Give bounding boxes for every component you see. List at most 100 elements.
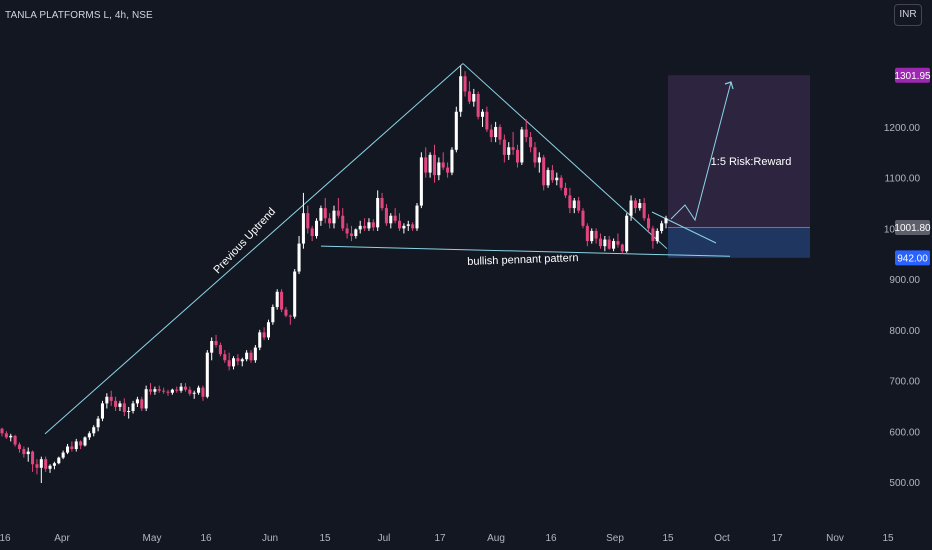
projection-up-path[interactable] [670,81,732,222]
candle[interactable] [0,427,4,437]
profit-zone[interactable] [668,75,810,228]
candle[interactable] [70,441,74,452]
candle[interactable] [323,197,327,224]
candle[interactable] [314,218,319,239]
candle[interactable] [349,225,354,242]
candle[interactable] [341,208,345,231]
candle[interactable] [275,289,279,310]
candle[interactable] [638,198,642,211]
candle[interactable] [598,233,603,249]
candle[interactable] [83,436,87,447]
candle[interactable] [253,345,257,363]
candle[interactable] [520,126,524,165]
candle[interactable] [197,385,201,395]
candle[interactable] [44,456,48,472]
projection-down-line[interactable] [651,211,717,244]
candle[interactable] [280,289,284,313]
candle[interactable] [655,228,659,244]
candle[interactable] [594,228,598,244]
candle[interactable] [245,350,249,362]
candle[interactable] [397,213,402,231]
candle[interactable] [550,165,554,183]
candle[interactable] [122,398,126,417]
pennant-upper-line[interactable] [462,63,668,250]
candle[interactable] [494,121,498,143]
candle[interactable] [179,383,183,393]
candle[interactable] [48,464,52,473]
candle[interactable] [446,162,450,178]
candle[interactable] [319,205,323,226]
candle[interactable] [61,450,65,460]
candle[interactable] [380,192,384,211]
candle[interactable] [65,443,70,455]
candle[interactable] [572,197,576,214]
candle[interactable] [467,81,471,105]
candle[interactable] [620,243,624,254]
candle[interactable] [227,352,231,371]
candle[interactable] [507,142,511,160]
candle[interactable] [363,218,367,231]
candle[interactable] [332,205,336,229]
candle[interactable] [616,233,620,248]
candle[interactable] [480,109,485,127]
candle[interactable] [411,222,415,231]
candle[interactable] [524,119,528,143]
candle[interactable] [297,236,301,275]
candle[interactable] [633,197,637,214]
candle[interactable] [131,400,135,414]
candle[interactable] [336,197,340,219]
candle[interactable] [555,172,559,186]
pennant-lower-line[interactable] [320,245,731,257]
candle[interactable] [345,223,349,239]
candle[interactable] [214,334,218,348]
candle[interactable] [127,406,131,419]
candle[interactable] [625,213,629,253]
candle[interactable] [463,71,467,97]
candle[interactable] [310,225,314,242]
candle[interactable] [39,456,43,484]
candle[interactable] [402,223,406,234]
candle[interactable] [148,383,153,395]
candle[interactable] [651,225,655,249]
currency-button[interactable]: INR [894,4,922,26]
candle[interactable] [236,354,240,366]
candle[interactable] [92,425,96,437]
candle[interactable] [459,66,463,117]
candle[interactable] [223,350,227,363]
candle[interactable] [472,88,476,107]
candle[interactable] [114,396,118,411]
candle[interactable] [105,393,109,409]
candle[interactable] [306,205,310,234]
candle[interactable] [74,438,78,452]
candle[interactable] [432,144,437,183]
candle[interactable] [118,400,122,411]
candle[interactable] [454,106,458,153]
candle[interactable] [328,213,332,229]
candle[interactable] [4,431,8,439]
candle[interactable] [441,152,445,171]
candle[interactable] [271,304,275,325]
candle[interactable] [485,106,489,133]
candle[interactable] [266,319,271,340]
candle[interactable] [183,383,188,392]
candle[interactable] [384,204,388,226]
candle[interactable] [288,314,292,325]
candle[interactable] [585,223,589,247]
candle[interactable] [629,195,633,221]
candle[interactable] [284,307,288,318]
candle[interactable] [31,450,35,472]
candle[interactable] [96,416,100,432]
candle[interactable] [542,154,546,191]
candle[interactable] [218,342,222,357]
candle[interactable] [533,142,537,168]
candle[interactable] [603,236,607,252]
candle[interactable] [642,197,646,221]
candle[interactable] [175,386,179,393]
candle[interactable] [166,389,170,396]
candle[interactable] [511,132,515,155]
candle[interactable] [192,390,196,399]
candle[interactable] [188,386,192,396]
candle[interactable] [22,446,26,458]
candle[interactable] [153,386,157,395]
